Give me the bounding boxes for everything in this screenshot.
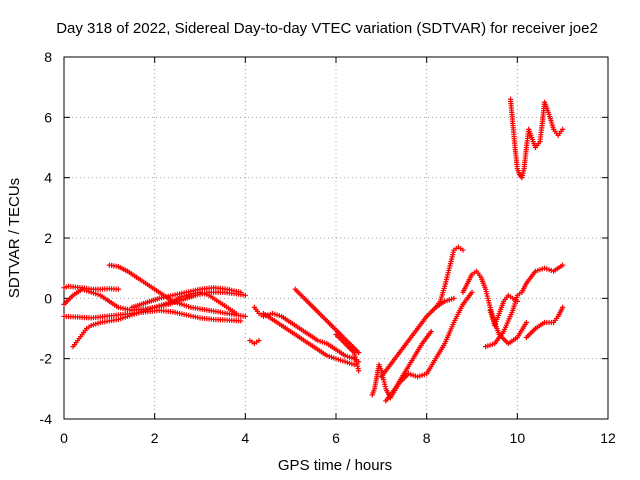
data-point [238,318,244,324]
x-tick-label: 4 [241,430,249,446]
series-arc-8 [247,337,262,347]
y-tick-label: 4 [44,170,52,186]
series-arc-9 [292,286,362,356]
series-arc-6 [129,285,244,310]
x-tick-label: 2 [151,430,159,446]
data-point [514,298,520,304]
data-point [560,262,566,268]
data-point [356,350,362,356]
x-tick-label: 0 [60,430,68,446]
series-arc-17 [483,262,566,350]
x-tick-label: 8 [423,430,431,446]
series-arc-18 [487,292,520,329]
y-tick-label: 8 [44,49,52,65]
data-point [115,286,121,292]
data-point [469,289,475,295]
axis-ticks [63,56,609,420]
grid-lines [64,57,608,419]
x-tick-label: 10 [510,430,526,446]
data-point [242,292,248,298]
series-arc-19 [523,304,566,341]
series-arc-15 [433,244,466,310]
data-point [460,247,466,253]
data-point [256,337,262,344]
data-point [560,126,566,132]
series-arc-14 [383,328,434,404]
series-arc-4 [61,307,244,324]
y-tick-labels: -4 -2 0 2 4 6 8 [40,49,53,427]
x-axis-label: GPS time / hours [278,457,392,474]
series-arc-7 [251,304,362,365]
data-point [523,319,529,326]
x-tick-labels: 0 2 4 6 8 10 12 [60,430,616,446]
data-point [428,328,434,335]
series-arc-20 [507,96,566,181]
data-point [356,368,362,374]
y-axis-label: SDTVAR / TECUs [6,178,23,298]
data-point [560,304,566,310]
series-arc-13 [378,295,457,380]
data-point [242,313,248,320]
data-point [238,289,244,295]
series-arc-16 [460,268,529,347]
x-tick-label: 12 [600,430,616,446]
x-tick-label: 6 [332,430,340,446]
series-arc-5 [106,262,248,320]
data-point [451,295,457,301]
y-tick-label: 0 [44,290,52,306]
y-tick-label: -2 [40,351,53,367]
data-point [351,362,357,368]
data-points [61,96,566,404]
y-tick-label: 2 [44,230,52,246]
series-arc-2 [61,283,121,292]
y-tick-label: 6 [44,109,52,125]
series-arc-11 [333,331,362,374]
chart-title: Day 318 of 2022, Sidereal Day-to-day VTE… [56,20,598,37]
y-tick-label: -4 [40,411,53,427]
series-arc-10 [260,310,357,368]
